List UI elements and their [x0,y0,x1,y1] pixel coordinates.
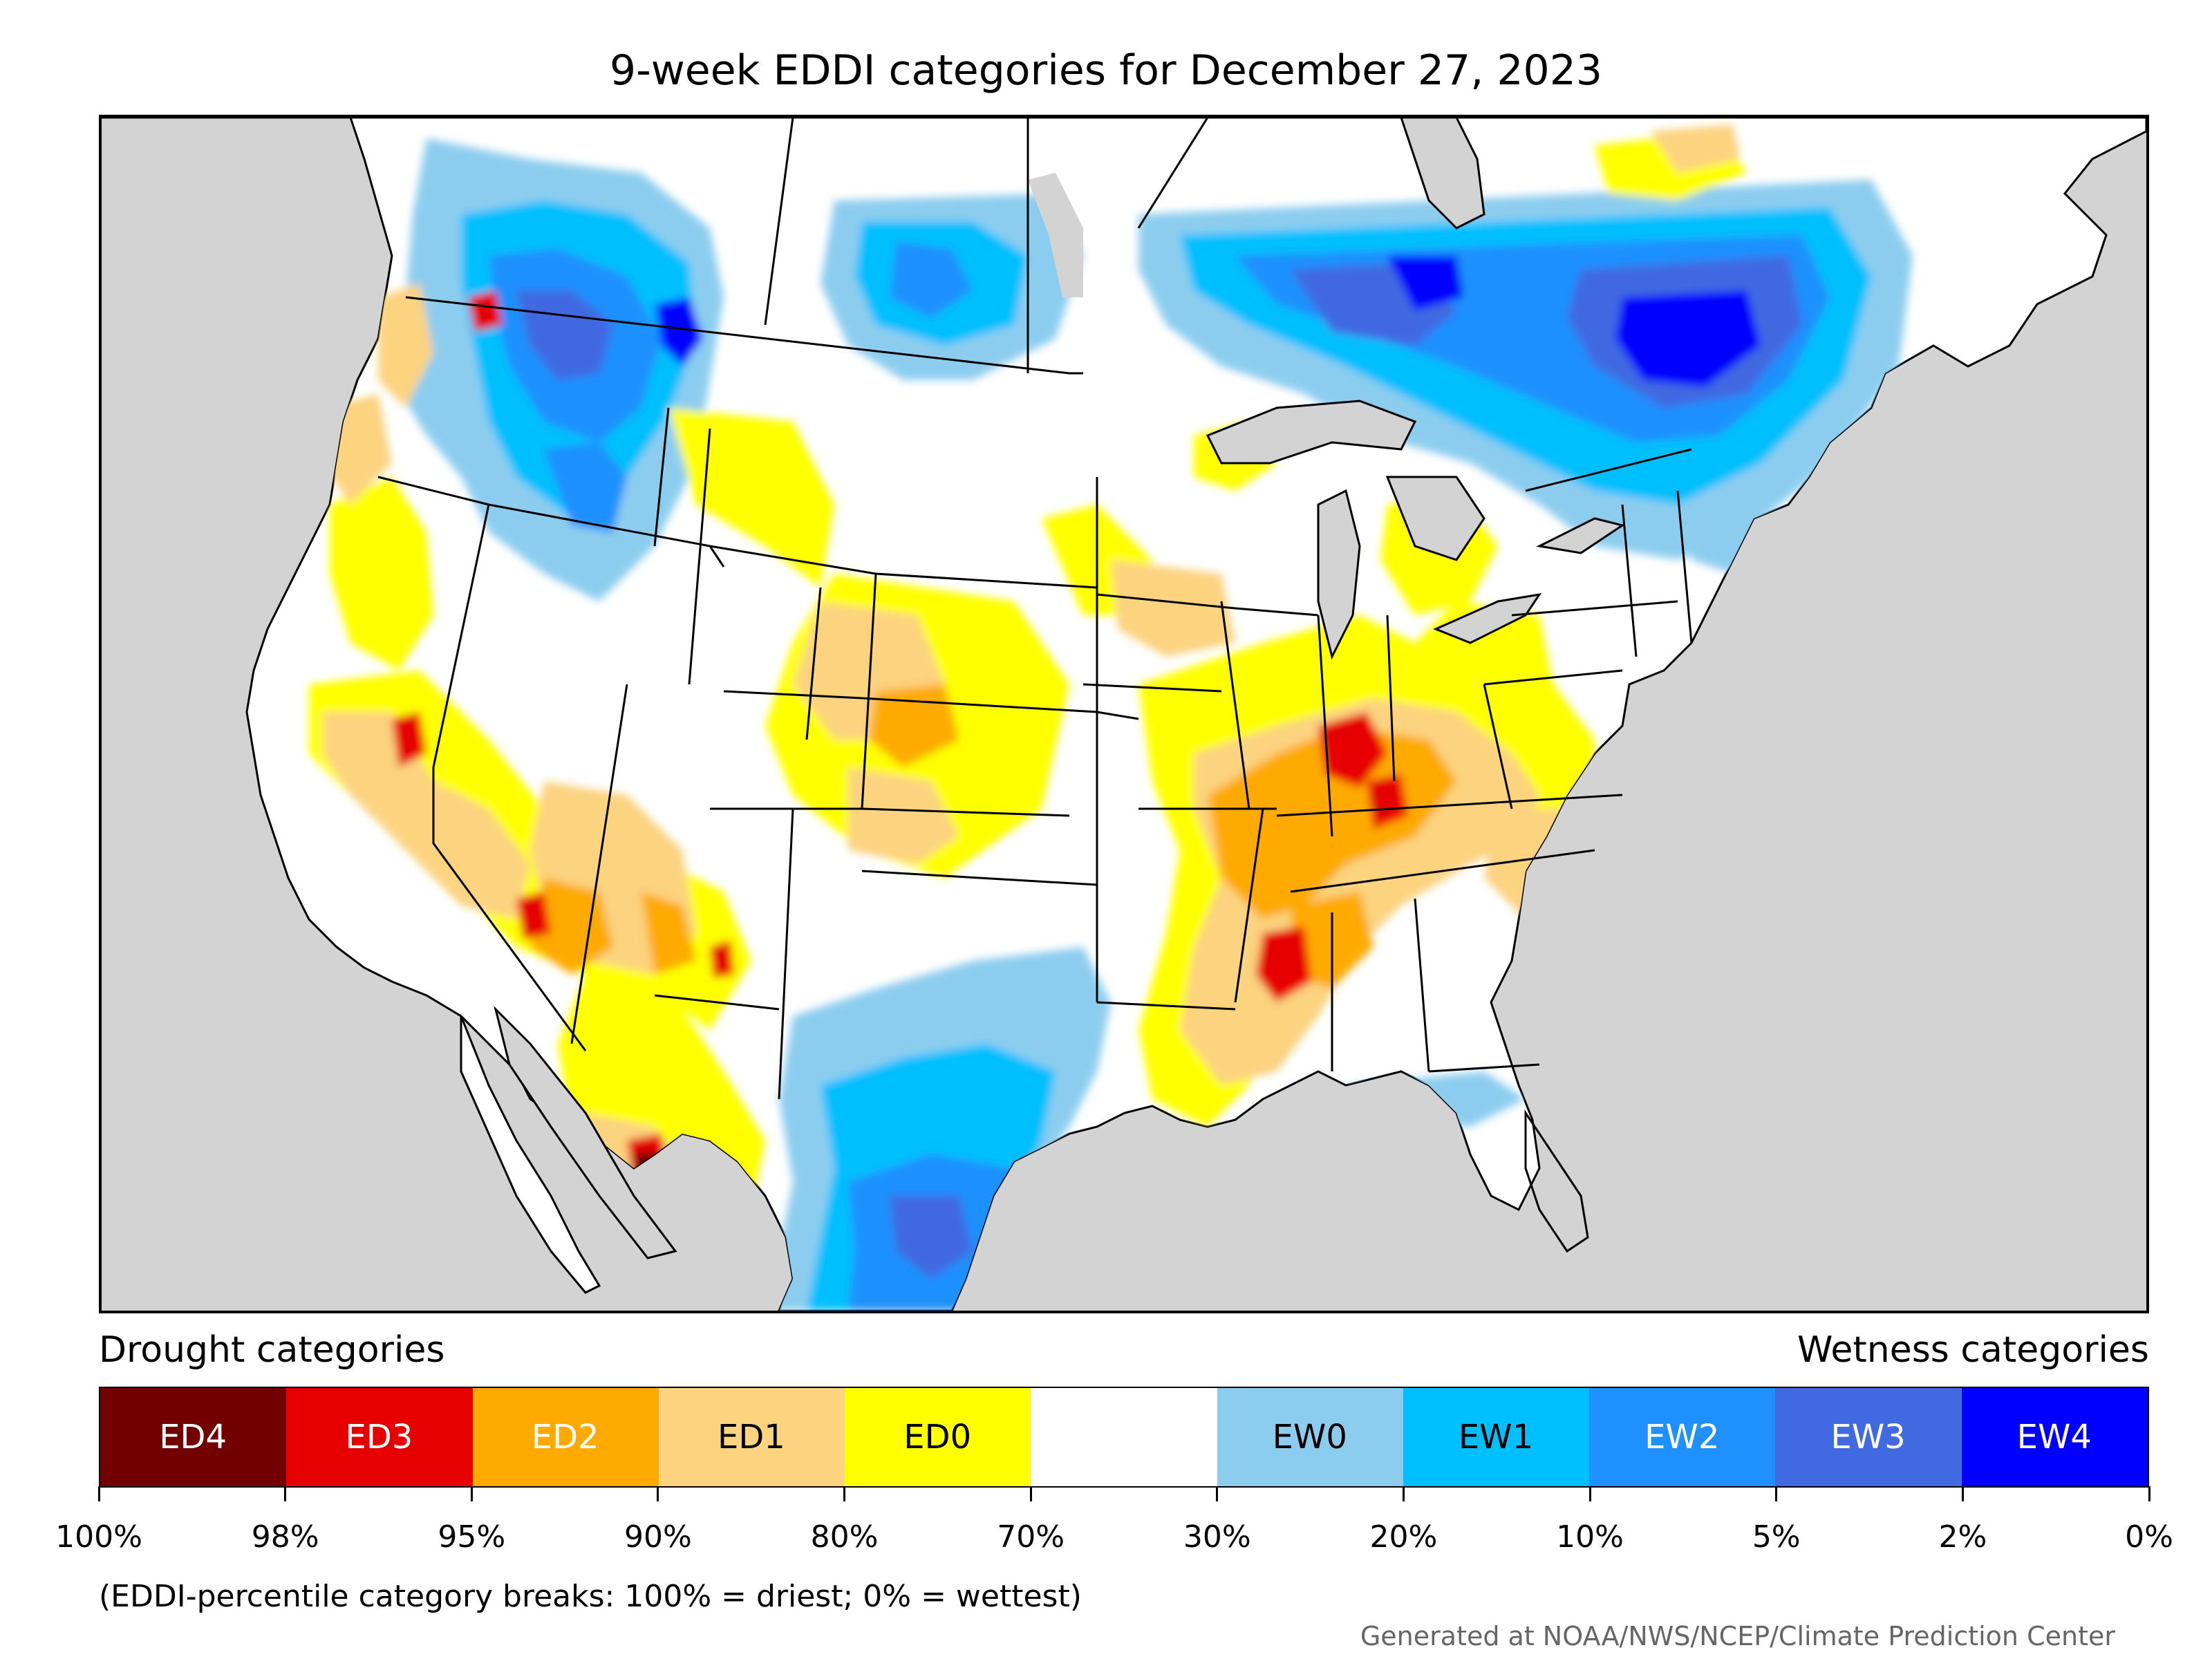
colorbar-tick [1775,1486,1778,1501]
eddi-map [99,115,2149,1313]
category-breaks-note: (EDDI-percentile category breaks: 100% =… [99,1579,1082,1614]
colorbar-ticks [97,1486,2150,1514]
drought-categories-heading: Drought categories [99,1329,445,1371]
colorbar-tick-label: 98% [251,1519,319,1555]
category-colorbar: ED4 ED3 ED2 ED1 ED0 EW0 EW1 EW2 EW3 EW4 [99,1387,2149,1488]
colorbar-tick-label: 80% [810,1519,879,1555]
colorbar-tick-label: 2% [1938,1519,1987,1555]
colorbar-tick-label: 0% [2125,1519,2173,1555]
baja-peninsula [460,1015,601,1294]
colorbar-tick-label: 100% [55,1519,142,1555]
colorbar-segment: EW3 [1775,1388,1962,1486]
colorbar-segment: ED4 [100,1388,287,1486]
great-lakes [1206,400,1625,660]
state-boundaries [377,118,1693,1100]
colorbar-segment: EW4 [1961,1388,2148,1486]
colorbar-tick [1588,1486,1591,1501]
gulf-of-california [494,1006,677,1259]
colorbar-tick [284,1486,287,1501]
colorbar-tick-label: 10% [1556,1519,1624,1555]
credit-line: Generated at NOAA/NWS/NCEP/Climate Predi… [1360,1621,2115,1651]
colorbar-tick [1216,1486,1219,1501]
colorbar-tick-label: 5% [1752,1519,1801,1555]
lake-winnipeg [1028,173,1083,297]
colorbar-tick [97,1486,100,1501]
colorbar-tick [657,1486,659,1501]
map-title: 9-week EDDI categories for December 27, … [609,46,1603,95]
colorbar-tick [2148,1486,2150,1501]
colorbar-tick [470,1486,473,1501]
wetness-categories-heading: Wetness categories [1797,1329,2149,1371]
colorbar-tick-label: 90% [624,1519,692,1555]
colorbar-segment: EW0 [1217,1388,1403,1486]
colorbar-segment: ED1 [658,1388,845,1486]
colorbar-tick [1402,1486,1405,1501]
colorbar-tick [1961,1486,1964,1501]
colorbar-segment: EW1 [1403,1388,1590,1486]
colorbar-segment: ED2 [472,1388,659,1486]
colorbar-segment: EW2 [1589,1388,1776,1486]
colorbar-tick-label: 20% [1369,1519,1438,1555]
colorbar-tick [1029,1486,1032,1501]
colorbar-segment [1031,1388,1217,1486]
florida-coast [1524,1109,1589,1253]
colorbar-segment: ED0 [845,1388,1031,1486]
colorbar-tick-label: 70% [997,1519,1065,1555]
hudson-bay [1400,118,1485,229]
colorbar-tick-label: 95% [438,1519,506,1555]
colorbar-tick [843,1486,846,1501]
colorbar-tick-label: 30% [1183,1519,1251,1555]
colorbar-segment: ED3 [286,1388,473,1486]
